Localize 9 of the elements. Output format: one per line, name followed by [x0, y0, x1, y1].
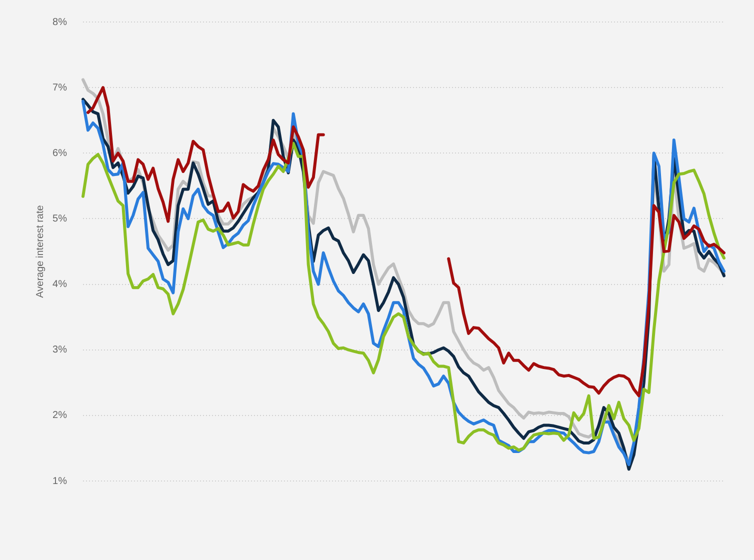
y-axis-title: Average interest rate [34, 204, 46, 298]
y-tick-label: 3% [52, 344, 68, 356]
y-tick-label: 8% [52, 16, 68, 28]
y-tick-label: 7% [52, 82, 68, 94]
y-tick-label: 5% [52, 213, 68, 224]
y-tick-label: 1% [52, 476, 68, 487]
y-tick-label: 4% [52, 279, 68, 290]
y-tick-label: 2% [52, 410, 68, 422]
y-tick-label: 6% [52, 148, 68, 159]
